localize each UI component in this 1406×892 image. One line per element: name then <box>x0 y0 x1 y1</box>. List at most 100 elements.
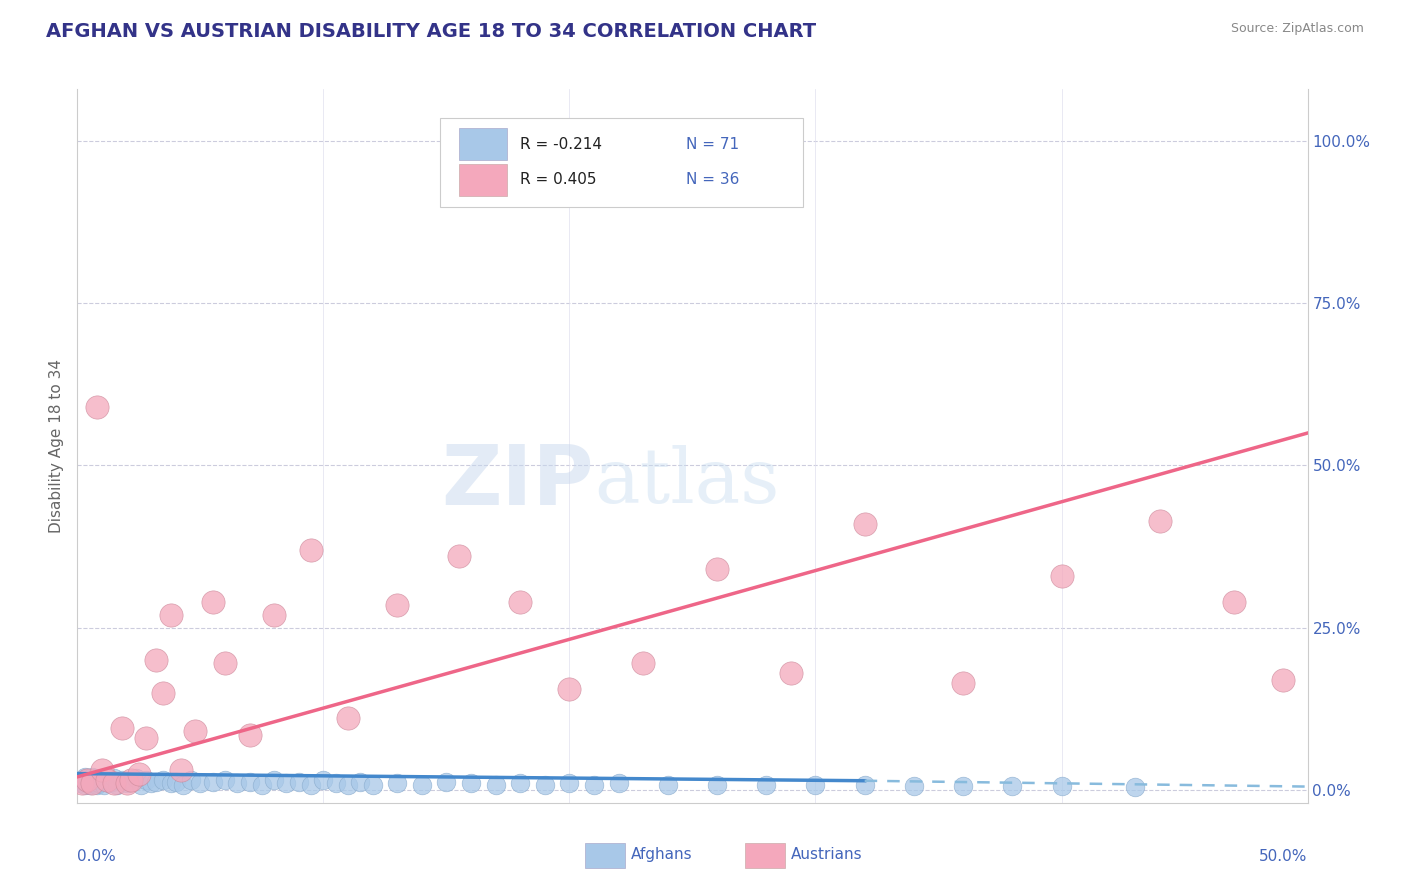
Point <box>90 764 114 778</box>
Point <box>952 779 974 793</box>
Point <box>135 731 157 745</box>
FancyBboxPatch shape <box>458 128 506 160</box>
Point <box>853 778 876 792</box>
Point <box>141 776 163 790</box>
Point <box>1149 514 1171 528</box>
Point <box>583 778 606 792</box>
Point <box>214 773 236 788</box>
Point <box>325 776 347 790</box>
Point <box>96 773 118 788</box>
FancyBboxPatch shape <box>440 118 803 207</box>
Point <box>82 776 104 790</box>
Point <box>135 773 157 788</box>
Point <box>1001 779 1024 793</box>
Point <box>145 653 167 667</box>
Point <box>103 771 125 785</box>
Point <box>755 778 778 792</box>
Point <box>160 607 183 622</box>
Point <box>190 776 212 790</box>
Point <box>82 770 104 784</box>
Point <box>706 562 728 576</box>
Point <box>90 771 114 785</box>
Text: 50.0%: 50.0% <box>1260 849 1308 864</box>
Point <box>165 775 187 789</box>
Point <box>180 773 202 788</box>
Point <box>121 775 143 789</box>
Point <box>79 778 101 792</box>
Point <box>1223 595 1246 609</box>
Point <box>1050 779 1073 793</box>
Point <box>172 778 194 792</box>
Text: atlas: atlas <box>595 445 779 518</box>
Point <box>706 778 728 792</box>
Point <box>86 778 108 792</box>
Point <box>128 766 150 780</box>
Point <box>103 776 125 790</box>
Point <box>447 549 470 564</box>
Text: AFGHAN VS AUSTRIAN DISABILITY AGE 18 TO 34 CORRELATION CHART: AFGHAN VS AUSTRIAN DISABILITY AGE 18 TO … <box>46 22 817 41</box>
Point <box>76 773 98 788</box>
Point <box>263 607 285 622</box>
Point <box>79 773 101 788</box>
Point <box>607 776 630 790</box>
Point <box>145 775 167 789</box>
Point <box>361 778 384 792</box>
Point <box>558 776 581 790</box>
Text: R = -0.214: R = -0.214 <box>520 136 602 152</box>
Point <box>90 775 114 789</box>
Point <box>299 778 322 792</box>
Point <box>201 775 224 789</box>
FancyBboxPatch shape <box>745 843 785 869</box>
Point <box>101 775 124 789</box>
Point <box>83 771 105 785</box>
Point <box>111 773 132 788</box>
Point <box>903 779 925 793</box>
Point <box>89 776 111 790</box>
Point <box>184 724 207 739</box>
Point <box>509 595 531 609</box>
Point <box>460 776 482 790</box>
Point <box>780 666 803 681</box>
Point <box>558 682 581 697</box>
Point <box>239 775 262 789</box>
Point <box>804 778 827 792</box>
Text: ZIP: ZIP <box>441 442 595 522</box>
Point <box>115 776 138 790</box>
Point <box>952 675 974 690</box>
Point <box>250 778 273 792</box>
Point <box>276 776 298 790</box>
Text: 0.0%: 0.0% <box>77 849 117 864</box>
Point <box>337 778 360 792</box>
FancyBboxPatch shape <box>585 843 624 869</box>
Point <box>86 773 108 788</box>
Point <box>115 776 138 790</box>
Text: R = 0.405: R = 0.405 <box>520 172 596 187</box>
Point <box>86 400 108 414</box>
Point <box>160 776 183 790</box>
Point <box>93 778 115 792</box>
Point <box>76 775 98 789</box>
Point <box>1050 568 1073 582</box>
Point <box>387 776 409 790</box>
Text: Afghans: Afghans <box>631 847 693 863</box>
Point <box>70 776 93 790</box>
Point <box>105 778 128 792</box>
Point <box>152 685 174 699</box>
Point <box>83 775 105 789</box>
Point <box>853 516 876 531</box>
Point <box>170 764 193 778</box>
Text: Source: ZipAtlas.com: Source: ZipAtlas.com <box>1230 22 1364 36</box>
Point <box>96 773 118 788</box>
Point <box>73 770 96 784</box>
Point <box>411 778 433 792</box>
Point <box>226 776 249 790</box>
Point <box>111 721 132 735</box>
Point <box>69 776 91 790</box>
Point <box>633 657 655 671</box>
Point <box>1125 780 1147 794</box>
Point <box>73 778 96 792</box>
Point <box>131 778 153 792</box>
Point <box>337 711 360 725</box>
Point <box>70 773 93 788</box>
Point <box>82 776 104 790</box>
